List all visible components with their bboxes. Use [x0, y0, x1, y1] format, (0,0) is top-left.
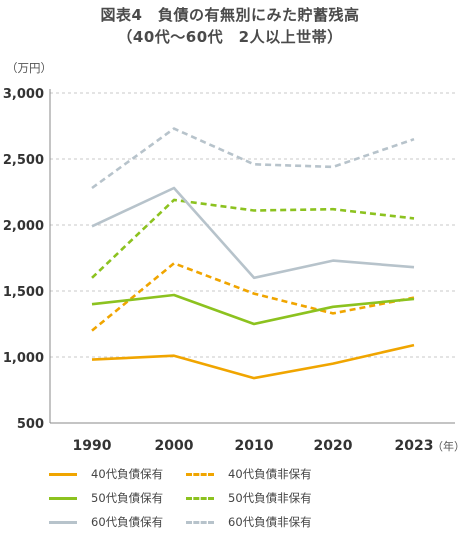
legend-label: 50代負債非保有: [228, 491, 312, 505]
series-line: [91, 127, 415, 190]
legend-label: 40代負債保有: [91, 467, 164, 481]
legend-item: 40代負債保有: [49, 466, 163, 482]
series-line: [91, 293, 415, 326]
x-tick-label: 1990: [73, 438, 112, 454]
y-axis-unit-label: （万円）: [6, 61, 52, 75]
legend-label: 60代負債保有: [91, 515, 164, 529]
series-line: [91, 343, 415, 380]
chart-legend: 40代負債保有 40代負債非保有 50代負債保有 50代負債非保有 60代負債保有 60代…: [0, 462, 460, 546]
legend-swatch: [186, 496, 214, 500]
legend-label: 50代負債保有: [91, 491, 164, 505]
legend-swatch: [49, 520, 77, 524]
legend-item: 50代負債保有: [49, 490, 163, 506]
y-tick-label: 3,000: [3, 87, 44, 102]
y-tick-label: 500: [17, 417, 44, 432]
y-tick-label: 2,500: [3, 153, 44, 168]
line-chart: 500 1,000 1,500 2,000 2,500 3,000 1990 2000 2010…: [3, 87, 460, 454]
chart-subtitle: （40代～60代 2人以上世帯）: [117, 28, 343, 46]
y-tick-label: 1,000: [3, 351, 44, 366]
legend-item: 50代負債非保有: [186, 490, 312, 506]
x-tick-label: 2000: [155, 438, 194, 454]
legend-swatch: [49, 472, 77, 476]
legend-swatch: [49, 496, 77, 500]
series-line: [91, 186, 415, 280]
legend-item: 40代負債非保有: [186, 466, 312, 482]
x-tick-label: 2020: [314, 438, 353, 454]
y-tick-label: 1,500: [3, 285, 44, 300]
y-tick-label: 2,000: [3, 219, 44, 234]
x-axis-suffix: （年）: [432, 439, 460, 453]
series-line: [91, 198, 415, 279]
legend-swatch: [186, 472, 214, 476]
x-tick-label: 2010: [235, 438, 274, 454]
x-tick-label: 2023: [395, 438, 434, 454]
chart-title: 図表4 負債の有無別にみた貯蓄残高: [100, 6, 360, 24]
legend-swatch: [186, 520, 214, 524]
legend-item: 60代負債非保有: [186, 514, 312, 530]
legend-label: 60代負債非保有: [228, 515, 312, 529]
series-line: [91, 261, 415, 332]
legend-item: 60代負債保有: [49, 514, 163, 530]
legend-label: 40代負債非保有: [228, 467, 312, 481]
